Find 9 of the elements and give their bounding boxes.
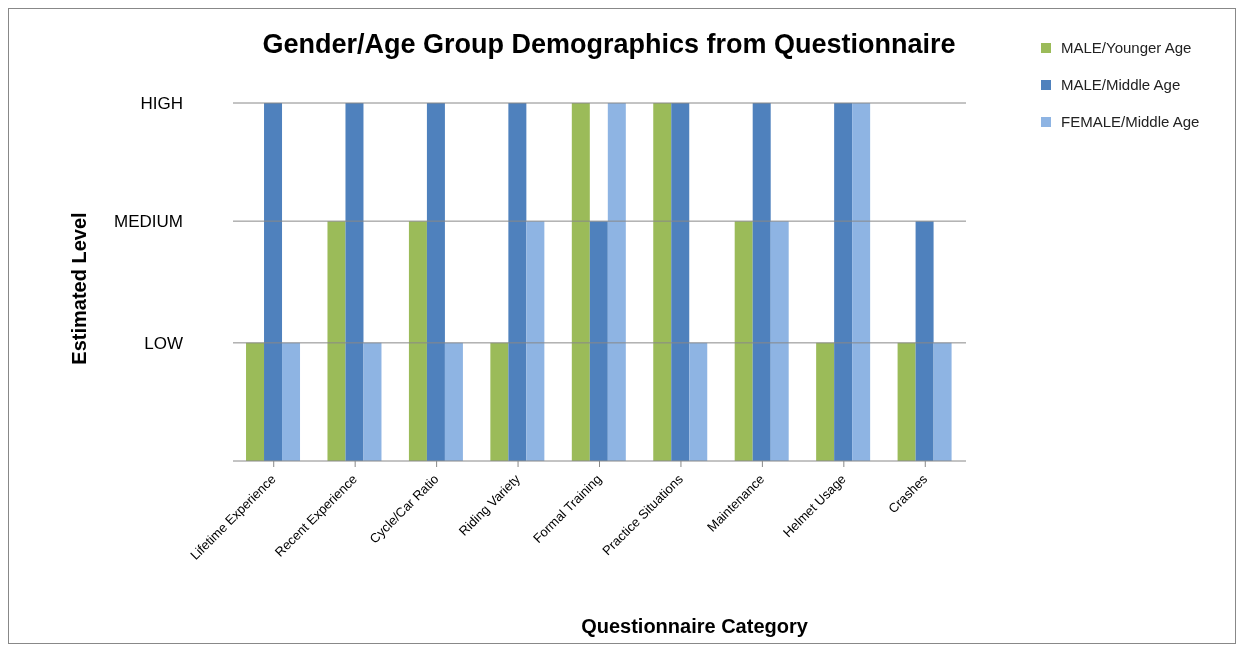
- y-axis-title: Estimated Level: [67, 211, 91, 365]
- legend-label: FEMALE/Middle Age: [1061, 113, 1200, 130]
- ref-line-label: MEDIUM: [114, 212, 183, 232]
- ref-line-label: HIGH: [140, 94, 183, 114]
- ref-line-label: LOW: [144, 333, 183, 353]
- legend-label: MALE/Middle Age: [1061, 76, 1181, 93]
- x-axis-title: Questionnaire Category: [580, 615, 809, 638]
- chart-title: Gender/Age Group Demographics from Questionnaire: [261, 29, 957, 60]
- legend-label: MALE/Younger Age: [1061, 39, 1192, 56]
